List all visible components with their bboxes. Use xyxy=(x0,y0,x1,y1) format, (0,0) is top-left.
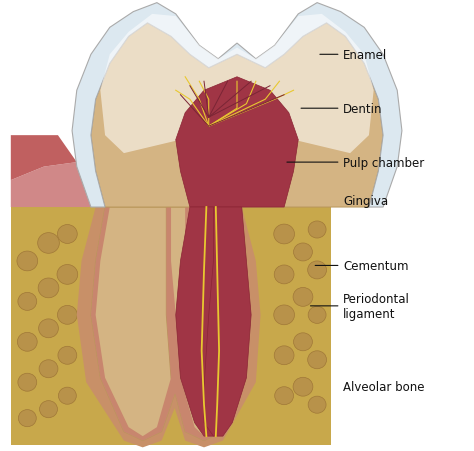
Circle shape xyxy=(308,262,327,279)
Polygon shape xyxy=(166,207,246,441)
Circle shape xyxy=(274,346,294,365)
Circle shape xyxy=(57,225,77,244)
Circle shape xyxy=(275,387,293,405)
Text: Cementum: Cementum xyxy=(343,259,409,272)
Circle shape xyxy=(18,333,37,351)
Polygon shape xyxy=(176,78,298,207)
Polygon shape xyxy=(166,207,246,441)
Polygon shape xyxy=(91,207,190,441)
Polygon shape xyxy=(204,207,251,436)
Polygon shape xyxy=(91,207,190,441)
Text: Gingiva: Gingiva xyxy=(343,194,388,207)
Circle shape xyxy=(308,351,327,369)
Circle shape xyxy=(38,278,59,298)
Polygon shape xyxy=(91,24,383,207)
Text: Dentin: Dentin xyxy=(343,102,383,115)
Text: Periodontal
ligament: Periodontal ligament xyxy=(343,292,410,320)
Circle shape xyxy=(18,293,36,311)
Polygon shape xyxy=(11,163,110,207)
Circle shape xyxy=(58,346,77,364)
Polygon shape xyxy=(77,207,199,447)
Circle shape xyxy=(57,265,78,285)
Circle shape xyxy=(18,373,36,391)
Circle shape xyxy=(308,307,326,324)
Circle shape xyxy=(38,319,58,338)
Circle shape xyxy=(308,221,326,239)
Circle shape xyxy=(293,244,312,262)
Polygon shape xyxy=(100,15,374,154)
Circle shape xyxy=(274,225,294,244)
Polygon shape xyxy=(157,207,261,447)
Polygon shape xyxy=(270,136,331,207)
Circle shape xyxy=(308,396,326,413)
Circle shape xyxy=(39,401,57,418)
Polygon shape xyxy=(11,136,77,207)
Circle shape xyxy=(274,265,294,284)
Polygon shape xyxy=(11,207,331,445)
Circle shape xyxy=(57,306,77,325)
Polygon shape xyxy=(72,4,402,207)
Text: Enamel: Enamel xyxy=(343,49,387,62)
Circle shape xyxy=(58,387,76,405)
Circle shape xyxy=(293,377,313,396)
Polygon shape xyxy=(176,207,228,436)
Circle shape xyxy=(18,410,36,427)
Circle shape xyxy=(293,333,312,351)
Circle shape xyxy=(39,360,58,378)
Polygon shape xyxy=(237,163,331,207)
Text: Alveolar bone: Alveolar bone xyxy=(343,380,425,393)
Circle shape xyxy=(17,252,37,271)
Circle shape xyxy=(274,305,294,325)
Circle shape xyxy=(293,288,313,307)
Text: Pulp chamber: Pulp chamber xyxy=(343,156,424,169)
Circle shape xyxy=(37,233,59,254)
